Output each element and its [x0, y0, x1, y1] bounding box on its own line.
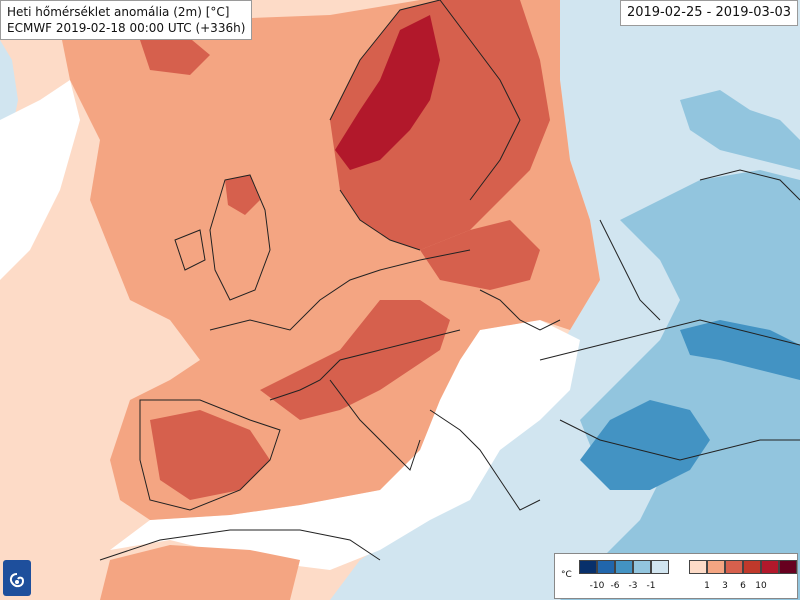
- field-warm-dark-baltic: [420, 220, 540, 290]
- legend-swatch-cold-2: [615, 560, 633, 574]
- legend-tick-label: -3: [628, 581, 638, 591]
- legend-swatch-cold-0: [579, 560, 597, 574]
- legend-unit: °C: [561, 570, 572, 580]
- field-cold-dark-turkey: [580, 400, 710, 490]
- field-cold-mid-north: [680, 90, 800, 170]
- legend-tick-label: -1: [646, 581, 656, 591]
- field-warm-deep-norway: [335, 15, 440, 170]
- legend-tick-label: 1: [704, 581, 710, 591]
- legend-tick-label: 10: [755, 581, 767, 591]
- map-title-box: Heti hőmérséklet anomália (2m) [°C] ECMW…: [0, 0, 253, 40]
- legend-tick-label: 3: [722, 581, 728, 591]
- legend-swatch-cold-3: [633, 560, 651, 574]
- map-title: Heti hőmérséklet anomália (2m) [°C]: [7, 5, 230, 19]
- date-range: 2019-02-25 - 2019-03-03: [619, 0, 798, 26]
- legend-swatch-cold-4: [651, 560, 669, 574]
- legend-swatch-warm-1: [707, 560, 725, 574]
- legend-tick-label: 6: [740, 581, 746, 591]
- field-neutral-balkans: [110, 320, 580, 570]
- legend-tick-label: -10: [589, 581, 605, 591]
- field-cold-dark-blacksea: [680, 320, 800, 380]
- omsz-logo: [3, 560, 31, 596]
- map-subtitle: ECMWF 2019-02-18 00:00 UTC (+336h): [7, 21, 246, 35]
- field-warm-dark-iberia: [150, 410, 270, 500]
- field-warm-mid-africa: [100, 545, 300, 600]
- field-warm-dark-uk: [225, 175, 260, 215]
- field-neutral-ocean: [0, 80, 80, 280]
- legend-swatch-warm-2: [725, 560, 743, 574]
- legend-swatch-warm-4: [761, 560, 779, 574]
- field-cold-mid-east: [560, 170, 800, 600]
- field-warm-dark-alps: [260, 300, 450, 420]
- field-warm-dark-north: [140, 30, 210, 75]
- legend-swatch-warm-5: [779, 560, 797, 574]
- field-warm-dark-scand: [330, 0, 550, 250]
- legend-tick-label: -6: [610, 581, 620, 591]
- legend-swatch-warm-0: [689, 560, 707, 574]
- legend-swatch-cold-1: [597, 560, 615, 574]
- legend-swatch-warm-3: [743, 560, 761, 574]
- color-legend: °C -10 -6 -3 -1 1 3 6 10: [554, 553, 798, 599]
- border-lines: [99, 0, 800, 561]
